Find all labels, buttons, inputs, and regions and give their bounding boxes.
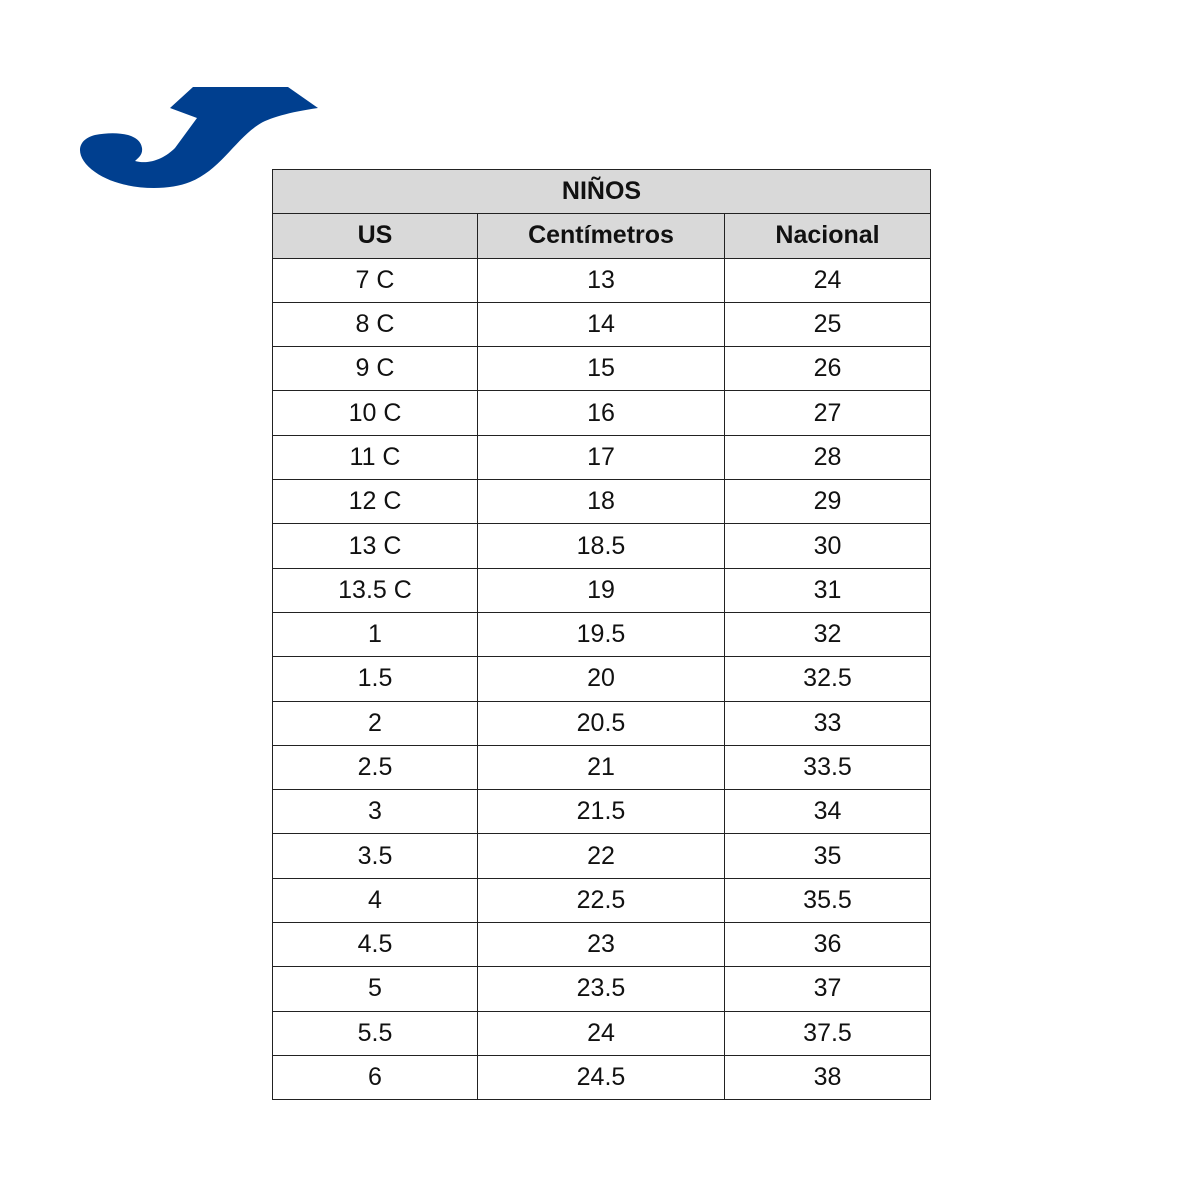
cell-us: 9 C bbox=[272, 346, 478, 392]
cell-us: 5.5 bbox=[272, 1010, 478, 1056]
cell-centimetros: 13 bbox=[477, 257, 725, 303]
cell-us: 2 bbox=[272, 700, 478, 746]
table-row: 7 C 13 24 bbox=[272, 257, 932, 303]
cell-us: 8 C bbox=[272, 301, 478, 348]
cell-centimetros: 21.5 bbox=[477, 789, 725, 835]
table-row: 3.5 22 35 bbox=[272, 833, 932, 879]
cell-us: 2.5 bbox=[272, 744, 478, 791]
cell-nacional: 28 bbox=[723, 434, 932, 481]
logo-mark bbox=[80, 87, 318, 188]
cell-us: 13 C bbox=[272, 523, 478, 569]
cell-nacional: 36 bbox=[723, 922, 932, 968]
table-row: 1.5 20 32.5 bbox=[272, 656, 932, 702]
cell-us: 5 bbox=[272, 966, 478, 1012]
cell-centimetros: 15 bbox=[477, 346, 725, 392]
size-chart-table: NIÑOS US Centímetros Nacional 7 C 13 24 8 C… bbox=[271, 168, 932, 1101]
table-row: 12 C 18 29 bbox=[272, 479, 932, 525]
cell-centimetros: 22 bbox=[477, 833, 725, 879]
cell-nacional: 34 bbox=[723, 789, 932, 835]
cell-centimetros: 21 bbox=[477, 744, 725, 791]
table-row: 13 C 18.5 30 bbox=[272, 523, 932, 569]
cell-us: 10 C bbox=[272, 390, 478, 436]
cell-nacional: 30 bbox=[723, 523, 932, 569]
cell-nacional: 33 bbox=[723, 700, 932, 746]
table-row: 9 C 15 26 bbox=[272, 346, 932, 392]
table-row: 1 19.5 32 bbox=[272, 611, 932, 658]
cell-us: 1.5 bbox=[272, 656, 478, 702]
table-row: 11 C 17 28 bbox=[272, 434, 932, 481]
cell-us: 13.5 C bbox=[272, 567, 478, 613]
header-us: US bbox=[272, 213, 478, 259]
cell-centimetros: 24.5 bbox=[477, 1054, 725, 1101]
table-row: 5 23.5 37 bbox=[272, 966, 932, 1012]
cell-nacional: 24 bbox=[723, 257, 932, 303]
cell-centimetros: 20.5 bbox=[477, 700, 725, 746]
cell-centimetros: 18 bbox=[477, 479, 725, 525]
cell-centimetros: 24 bbox=[477, 1010, 725, 1056]
table-row: 2.5 21 33.5 bbox=[272, 744, 932, 791]
header-centimetros: Centímetros bbox=[477, 213, 725, 259]
table-row: 8 C 14 25 bbox=[272, 301, 932, 348]
cell-centimetros: 20 bbox=[477, 656, 725, 702]
table-row: 13.5 C 19 31 bbox=[272, 567, 932, 613]
table-row: 2 20.5 33 bbox=[272, 700, 932, 746]
cell-nacional: 33.5 bbox=[723, 744, 932, 791]
cell-nacional: 37 bbox=[723, 966, 932, 1012]
cell-us: 1 bbox=[272, 611, 478, 658]
cell-nacional: 38 bbox=[723, 1054, 932, 1101]
cell-nacional: 35.5 bbox=[723, 877, 932, 924]
cell-nacional: 29 bbox=[723, 479, 932, 525]
cell-centimetros: 16 bbox=[477, 390, 725, 436]
table-row: 4.5 23 36 bbox=[272, 922, 932, 968]
cell-us: 7 C bbox=[272, 257, 478, 303]
cell-us: 3 bbox=[272, 789, 478, 835]
cell-nacional: 26 bbox=[723, 346, 932, 392]
table-row: 6 24.5 38 bbox=[272, 1054, 932, 1101]
table-row: 5.5 24 37.5 bbox=[272, 1010, 932, 1056]
cell-us: 4 bbox=[272, 877, 478, 924]
cell-us: 12 C bbox=[272, 479, 478, 525]
table-row: 4 22.5 35.5 bbox=[272, 877, 932, 924]
table-title: NIÑOS bbox=[271, 168, 932, 215]
cell-nacional: 32 bbox=[723, 611, 932, 658]
cell-nacional: 25 bbox=[723, 301, 932, 348]
table-row: 3 21.5 34 bbox=[272, 789, 932, 835]
cell-nacional: 27 bbox=[723, 390, 932, 436]
cell-centimetros: 23.5 bbox=[477, 966, 725, 1012]
cell-us: 3.5 bbox=[272, 833, 478, 879]
cell-nacional: 32.5 bbox=[723, 656, 932, 702]
header-nacional: Nacional bbox=[723, 213, 932, 259]
cell-centimetros: 19 bbox=[477, 567, 725, 613]
cell-centimetros: 18.5 bbox=[477, 523, 725, 569]
cell-centimetros: 22.5 bbox=[477, 877, 725, 924]
cell-centimetros: 14 bbox=[477, 301, 725, 348]
cell-centimetros: 23 bbox=[477, 922, 725, 968]
cell-centimetros: 17 bbox=[477, 434, 725, 481]
cell-nacional: 35 bbox=[723, 833, 932, 879]
cell-centimetros: 19.5 bbox=[477, 611, 725, 658]
cell-nacional: 37.5 bbox=[723, 1010, 932, 1056]
cell-nacional: 31 bbox=[723, 567, 932, 613]
cell-us: 11 C bbox=[272, 434, 478, 481]
table-row: 10 C 16 27 bbox=[272, 390, 932, 436]
cell-us: 6 bbox=[272, 1054, 478, 1101]
joma-logo bbox=[80, 87, 318, 188]
cell-us: 4.5 bbox=[272, 922, 478, 968]
